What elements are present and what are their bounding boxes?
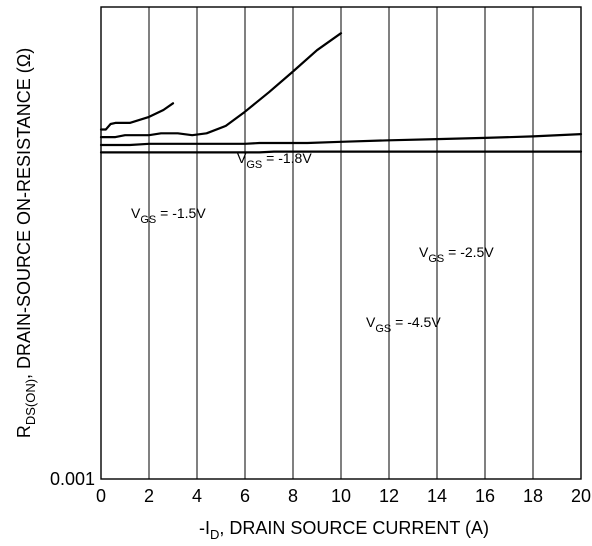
x-tick-12: 12: [379, 486, 399, 506]
y-tick-0.001: 0.001: [50, 469, 95, 489]
curve-vgs-4-5v: [101, 152, 581, 153]
x-tick-16: 16: [475, 486, 495, 506]
y-tick-labels: 0.001: [50, 469, 95, 489]
label-vgs-2-5v: VGS = -2.5V: [419, 244, 494, 265]
x-tick-8: 8: [288, 486, 298, 506]
x-tick-labels: 0 2 4 6 8 10 12 14 16 18 20: [96, 486, 591, 506]
x-tick-20: 20: [571, 486, 591, 506]
x-tick-10: 10: [331, 486, 351, 506]
label-vgs-1-5v: VGS = -1.5V: [131, 205, 206, 226]
label-vgs-4-5v: VGS = -4.5V: [366, 314, 441, 335]
x-axis-label: -ID, DRAIN SOURCE CURRENT (A): [199, 518, 489, 542]
x-tick-18: 18: [523, 486, 543, 506]
x-tick-4: 4: [192, 486, 202, 506]
x-tick-2: 2: [144, 486, 154, 506]
x-tick-14: 14: [427, 486, 447, 506]
grid: [149, 7, 533, 479]
x-tick-0: 0: [96, 486, 106, 506]
y-axis-label: RDS(ON), DRAIN-SOURCE ON-RESISTANCE (Ω): [14, 48, 38, 438]
x-tick-6: 6: [240, 486, 250, 506]
curve-vgs-1-5v: [101, 103, 173, 129]
